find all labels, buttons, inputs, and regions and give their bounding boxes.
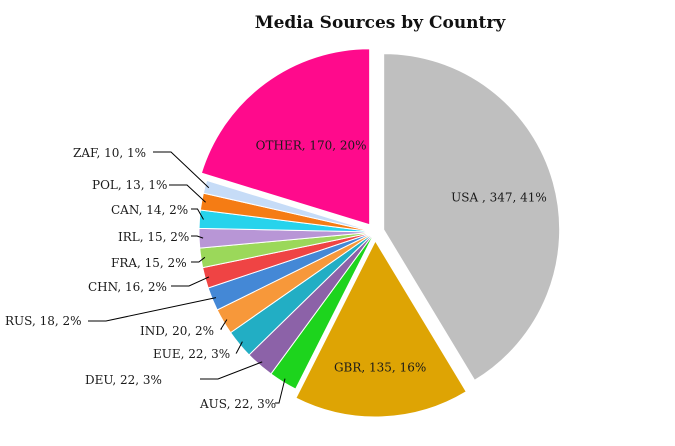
chart-title: Media Sources by Country xyxy=(255,13,507,33)
leader-lines xyxy=(88,151,286,404)
slice-label-rus: RUS, 18, 2% xyxy=(5,314,82,328)
pie-slices xyxy=(198,48,561,418)
leader-line-deu xyxy=(200,361,263,380)
pie-slice-other xyxy=(200,48,371,226)
pie-slice-usa xyxy=(383,53,561,381)
leader-line-fra xyxy=(191,256,206,263)
slice-label-ind: IND, 20, 2% xyxy=(140,324,214,338)
leader-line-zaf xyxy=(153,151,210,189)
slice-label-pol: POL, 13, 1% xyxy=(92,178,167,192)
slice-label-fra: FRA, 15, 2% xyxy=(111,256,187,270)
leader-line-eue xyxy=(235,341,243,354)
slice-label-eue: EUE, 22, 3% xyxy=(153,347,230,361)
pie-slice-zaf xyxy=(202,179,376,233)
slice-label-can: CAN, 14, 2% xyxy=(111,203,188,217)
leader-line-can xyxy=(191,208,204,220)
slice-labels: USA , 347, 41% GBR, 135, 16% AUS, 22, 3% DE… xyxy=(5,139,547,412)
leader-line-irl xyxy=(191,235,204,239)
slice-label-gbr: GBR, 135, 16% xyxy=(334,361,426,375)
slice-label-chn: CHN, 16, 2% xyxy=(88,280,167,294)
pie-slice-gbr xyxy=(295,239,467,418)
slice-label-aus: AUS, 22, 3% xyxy=(199,397,276,411)
leader-line-ind xyxy=(219,319,228,330)
slice-label-usa: USA , 347, 41% xyxy=(451,191,547,205)
slice-label-deu: DEU, 22, 3% xyxy=(85,373,162,387)
slice-label-irl: IRL, 15, 2% xyxy=(118,230,189,244)
leader-line-aus xyxy=(275,378,286,404)
leader-line-chn xyxy=(171,276,210,287)
leader-line-rus xyxy=(88,297,217,322)
slice-label-other: OTHER, 170, 20% xyxy=(256,139,367,153)
leader-line-pol xyxy=(169,184,206,203)
slice-label-zaf: ZAF, 10, 1% xyxy=(73,146,146,160)
